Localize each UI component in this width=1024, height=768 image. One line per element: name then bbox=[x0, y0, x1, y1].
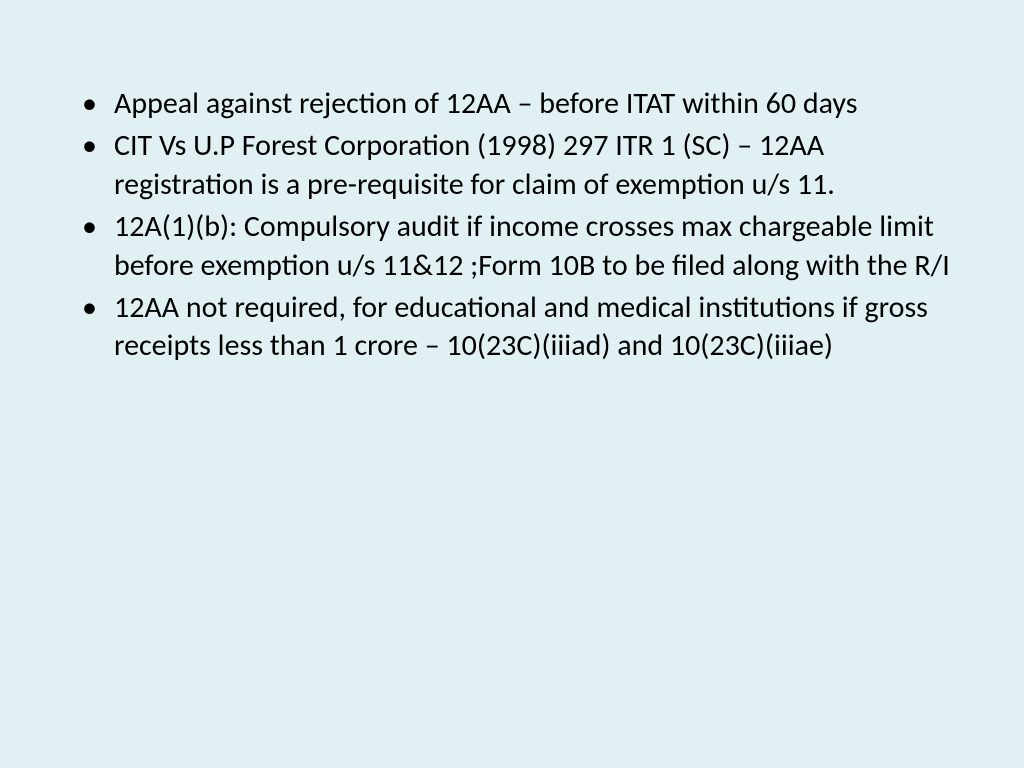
list-item: 12AA not required, for educational and m… bbox=[70, 289, 954, 366]
list-item: 12A(1)(b): Compulsory audit if income cr… bbox=[70, 208, 954, 285]
bullet-list: Appeal against rejection of 12AA – befor… bbox=[70, 85, 954, 366]
list-item: CIT Vs U.P Forest Corporation (1998) 297… bbox=[70, 127, 954, 204]
slide-container: Appeal against rejection of 12AA – befor… bbox=[0, 0, 1024, 768]
list-item: Appeal against rejection of 12AA – befor… bbox=[70, 85, 954, 123]
